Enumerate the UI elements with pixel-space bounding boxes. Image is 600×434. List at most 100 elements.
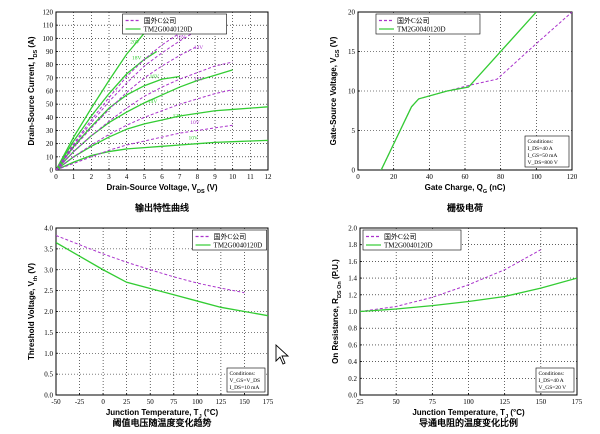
x-tick-label: 0 (101, 398, 105, 406)
x-tick-label: 20 (390, 173, 398, 181)
y-tick-label: 2.0 (348, 225, 357, 233)
y-tick-label: 0.2 (348, 375, 357, 383)
y-tick-label: 0.5 (44, 371, 53, 379)
conditions-line: Conditions: (539, 371, 565, 377)
x-tick-label: 175 (263, 398, 274, 406)
y-tick-label: 10 (348, 88, 356, 96)
series-line-tm2g0040120d-10v (56, 139, 268, 170)
series-line-foreign-c-20v (56, 23, 198, 170)
chart-caption: 栅极电荷 (447, 202, 483, 214)
y-tick-label: 60 (46, 88, 54, 96)
curve-label: 10V (189, 136, 199, 142)
y-tick-label: 1.0 (44, 350, 53, 358)
x-tick-label: 25 (357, 398, 365, 406)
y-tick-label: 0.8 (348, 325, 357, 333)
y-tick-label: 50 (46, 101, 54, 109)
y-tick-label: 10 (46, 153, 54, 161)
curve-label: 12V (173, 113, 183, 119)
y-tick-label: 80 (46, 61, 54, 69)
x-tick-label: 125 (216, 398, 227, 406)
x-tick-label: 10 (229, 173, 237, 181)
y-tick-label: 1.0 (348, 308, 357, 316)
conditions-line: Conditions: (528, 139, 554, 145)
legend-label: TM2G0040120D (144, 26, 193, 34)
y-tick-label: 4.0 (44, 225, 53, 233)
x-tick-label: 60 (462, 173, 470, 181)
y-tick-label: 0 (50, 167, 54, 175)
series-line-foreign-c-12v (56, 89, 233, 170)
y-tick-label: 100 (43, 35, 54, 43)
x-tick-label: 50 (147, 398, 155, 406)
series-line-foreign-c-10v (56, 124, 233, 170)
y-tick-label: 20 (348, 9, 356, 17)
x-tick-label: 125 (499, 398, 510, 406)
x-tick-label: 2 (90, 173, 94, 181)
x-tick-label: 40 (426, 173, 434, 181)
curve-label: 14V (194, 45, 204, 51)
x-tick-label: -50 (51, 398, 61, 406)
x-tick-label: 11 (247, 173, 254, 181)
series-line-tm2g0040120d (56, 242, 268, 317)
conditions-line: V_GS=V_DS (230, 378, 261, 384)
conditions-line: V_GS=20 V (539, 385, 567, 391)
legend-label: 国外C公司 (144, 16, 177, 25)
y-tick-label: 2.5 (44, 287, 53, 295)
series-line-foreign-c-14v (56, 61, 233, 170)
x-tick-label: 175 (572, 398, 583, 406)
conditions-box (535, 367, 575, 393)
threshold-voltage-chart: -50 -25 0 25 50 75 100 125 150 175 0.0 0.5 1.0 1.5 2.0… (27, 225, 274, 430)
y-tick-label: 1.2 (348, 291, 357, 299)
conditions-box (226, 367, 266, 393)
y-tick-label: 1.6 (348, 258, 357, 266)
y-tick-label: 5 (352, 127, 356, 135)
x-tick-label: 9 (213, 173, 217, 181)
x-tick-label: 150 (239, 398, 250, 406)
x-tick-label: 25 (123, 398, 131, 406)
curve-label: 16V (150, 74, 160, 80)
legend-label: TM2G0040120D (214, 242, 263, 250)
legend-box (192, 229, 267, 251)
chart-caption: 阈值电压随温度变化趋势 (112, 417, 211, 429)
x-tick-label: 1 (72, 173, 76, 181)
x-axis-title: Gate Charge, QG (nC) (425, 183, 506, 195)
x-tick-label: 80 (497, 173, 505, 181)
series-line-foreign-c (360, 249, 542, 312)
gate-charge-chart: 0 20 40 60 80 100 120 0 5 10 15 20 Gate Charge, QG (… (329, 9, 578, 215)
x-axis-title: Junction Temperature, TJ (°C) (106, 408, 219, 420)
series-line-foreign-c-18v (56, 30, 198, 170)
x-tick-label: 120 (567, 173, 578, 181)
curve-label: 18V (132, 55, 142, 61)
legend-label: TM2G0040120D (397, 26, 446, 34)
series-line-foreign-c (56, 235, 245, 294)
y-tick-label: 70 (46, 74, 54, 82)
y-tick-label: 15 (348, 48, 356, 56)
y-tick-label: 110 (43, 22, 54, 30)
x-tick-label: 100 (192, 398, 203, 406)
y-axis-title: On Resistance, RDS On (P.U.) (331, 259, 343, 364)
conditions-box (524, 135, 570, 168)
conditions-line: V_DS=800 V (528, 160, 558, 166)
x-tick-label: 150 (536, 398, 547, 406)
legend-box (122, 13, 227, 35)
x-tick-label: 3 (107, 173, 111, 181)
legend-box (362, 229, 462, 251)
output-characteristics-chart: 0 1 2 3 4 5 6 7 8 9 10 11 12010203040506070809010011… (27, 9, 272, 215)
y-tick-label: 30 (46, 127, 54, 135)
x-tick-label: 5 (143, 173, 147, 181)
y-axis-title: Gate-Source Voltage, VGS (V) (329, 36, 341, 145)
x-tick-label: 12 (265, 173, 273, 181)
y-tick-label: 2.0 (44, 308, 53, 316)
legend-label: 国外C公司 (214, 232, 247, 241)
y-tick-label: 20 (46, 140, 54, 148)
curve-label: 14V (148, 99, 158, 105)
conditions-line: I_GS=50 mA (528, 153, 558, 159)
y-axis-title: Threshold Voltage, Vth (V) (27, 263, 39, 360)
y-tick-label: 1.5 (44, 329, 53, 337)
y-tick-label: 90 (46, 48, 54, 56)
curve-label: 20V (130, 40, 140, 46)
on-resistance-chart: 25 50 75 100 125 150 175 0.0 0.2 0.4 0.6 0.8 1.0 1.2 1… (331, 225, 583, 430)
y-axis-title: Drain-Source Current, IDS (A) (27, 36, 39, 145)
x-tick-label: 0 (356, 173, 360, 181)
x-tick-label: 50 (393, 398, 401, 406)
